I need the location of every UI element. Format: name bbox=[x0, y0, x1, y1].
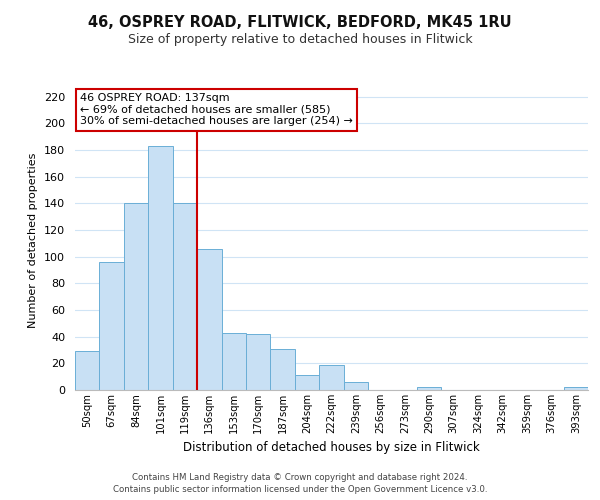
Text: Size of property relative to detached houses in Flitwick: Size of property relative to detached ho… bbox=[128, 32, 472, 46]
Text: Contains public sector information licensed under the Open Government Licence v3: Contains public sector information licen… bbox=[113, 484, 487, 494]
Bar bbox=[75, 352, 100, 390]
Y-axis label: Number of detached properties: Number of detached properties bbox=[28, 152, 38, 328]
Text: 46 OSPREY ROAD: 137sqm
← 69% of detached houses are smaller (585)
30% of semi-de: 46 OSPREY ROAD: 137sqm ← 69% of detached… bbox=[80, 93, 353, 126]
Bar bbox=[124, 204, 148, 390]
Bar bbox=[221, 332, 246, 390]
Text: 46, OSPREY ROAD, FLITWICK, BEDFORD, MK45 1RU: 46, OSPREY ROAD, FLITWICK, BEDFORD, MK45… bbox=[88, 15, 512, 30]
Bar bbox=[563, 388, 588, 390]
Bar bbox=[246, 334, 271, 390]
Bar bbox=[100, 262, 124, 390]
Bar bbox=[344, 382, 368, 390]
Bar bbox=[148, 146, 173, 390]
Bar bbox=[271, 348, 295, 390]
Text: Contains HM Land Registry data © Crown copyright and database right 2024.: Contains HM Land Registry data © Crown c… bbox=[132, 473, 468, 482]
X-axis label: Distribution of detached houses by size in Flitwick: Distribution of detached houses by size … bbox=[183, 442, 480, 454]
Bar bbox=[197, 248, 221, 390]
Bar bbox=[295, 376, 319, 390]
Bar bbox=[417, 388, 442, 390]
Bar bbox=[319, 364, 344, 390]
Bar bbox=[173, 204, 197, 390]
